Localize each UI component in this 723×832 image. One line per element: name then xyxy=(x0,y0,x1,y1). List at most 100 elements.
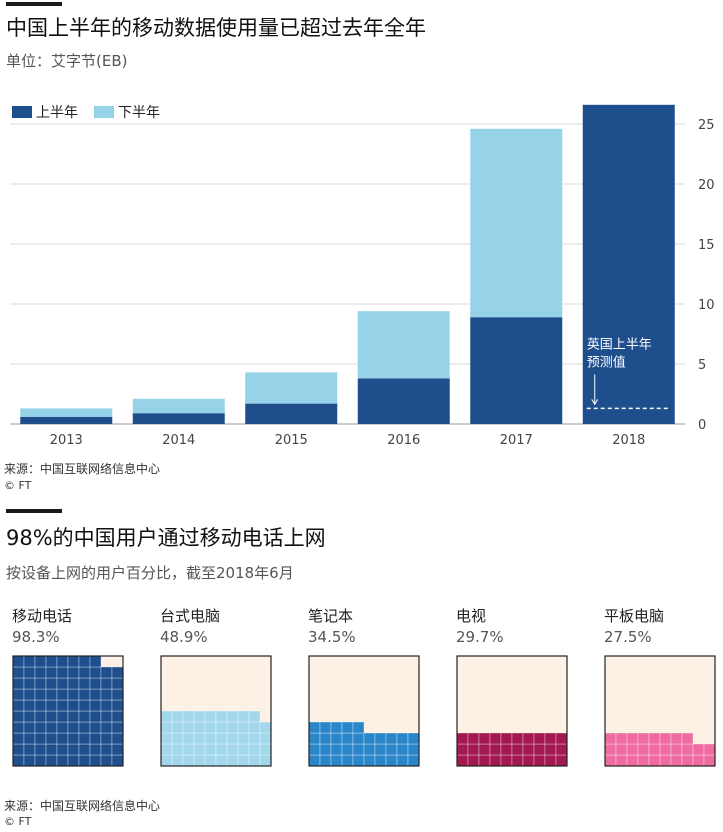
waffle-cell xyxy=(615,732,628,745)
waffle-cell xyxy=(308,754,321,767)
waffle-cell xyxy=(385,732,398,745)
waffle-border xyxy=(604,655,716,767)
x-tick-label: 2018 xyxy=(612,433,645,448)
waffle-item: 笔记本 34.5% xyxy=(308,605,448,767)
waffle-cell xyxy=(604,743,617,756)
waffle-cell xyxy=(45,666,58,679)
waffle-cell xyxy=(204,754,217,767)
waffle-cell xyxy=(67,721,80,734)
bar-second-half xyxy=(245,372,338,404)
waffle-cell xyxy=(56,721,69,734)
waffle-cell xyxy=(215,743,228,756)
waffle-cell xyxy=(319,721,332,734)
waffle-cell xyxy=(352,721,365,734)
waffle-cell xyxy=(248,754,261,767)
waffle-cell xyxy=(67,732,80,745)
waffle-cell xyxy=(34,677,47,690)
waffle-cell xyxy=(56,754,69,767)
waffle-grid xyxy=(12,655,124,767)
waffle-cell xyxy=(522,754,535,767)
waffle-cell xyxy=(12,688,25,701)
waffle-grid xyxy=(308,655,420,767)
waffle-cell xyxy=(182,721,195,734)
waffle-cell xyxy=(100,688,113,701)
waffle-cell xyxy=(34,710,47,723)
waffle-cell xyxy=(67,710,80,723)
waffle-cell xyxy=(111,677,124,690)
bar-first-half xyxy=(582,104,675,425)
bar-second-half xyxy=(132,398,225,414)
waffle-cell xyxy=(67,666,80,679)
waffle-cell xyxy=(67,655,80,668)
waffle-cell xyxy=(89,754,102,767)
waffle-cell xyxy=(637,754,650,767)
x-tick-label: 2016 xyxy=(387,433,420,448)
waffle-cell xyxy=(489,743,502,756)
waffle-cell xyxy=(352,754,365,767)
waffle-cell xyxy=(78,666,91,679)
waffle-cell xyxy=(555,732,568,745)
waffle-cell xyxy=(237,710,250,723)
waffle-cell xyxy=(544,743,557,756)
waffle-cell xyxy=(45,743,58,756)
waffle-cell xyxy=(670,732,683,745)
waffle-cell xyxy=(248,721,261,734)
y-tick-label: 15 xyxy=(698,238,715,253)
bar-first-half xyxy=(132,413,225,424)
waffle-cell xyxy=(78,699,91,712)
waffle-cell xyxy=(34,655,47,668)
waffle-cell xyxy=(23,721,36,734)
y-tick-label: 5 xyxy=(698,358,706,373)
waffle-cell xyxy=(193,732,206,745)
waffle-cell xyxy=(319,732,332,745)
waffle-cell xyxy=(511,743,524,756)
x-tick-label: 2017 xyxy=(500,433,533,448)
waffle-cell xyxy=(396,732,409,745)
waffle-cell xyxy=(659,743,672,756)
waffle-cell xyxy=(215,721,228,734)
y-tick-label: 25 xyxy=(698,118,715,133)
waffle-cell xyxy=(111,699,124,712)
waffle-cell xyxy=(100,666,113,679)
waffle-cell xyxy=(204,743,217,756)
waffle-cell xyxy=(100,721,113,734)
waffle-cell xyxy=(171,732,184,745)
waffle-cell xyxy=(604,732,617,745)
bar-first-half xyxy=(470,317,563,424)
bar-second-half xyxy=(357,311,450,379)
annotation-label: 英国上半年 xyxy=(587,337,652,352)
waffle-cell xyxy=(363,743,376,756)
waffle-cell xyxy=(78,743,91,756)
waffle-cell xyxy=(352,743,365,756)
waffle-cell xyxy=(89,699,102,712)
waffle-cell xyxy=(204,732,217,745)
waffle-cell xyxy=(23,699,36,712)
waffle-cell xyxy=(182,754,195,767)
waffle-cell xyxy=(522,732,535,745)
waffle-cell xyxy=(659,754,672,767)
waffle-cell xyxy=(692,754,705,767)
x-tick-label: 2013 xyxy=(50,433,83,448)
waffle-cell xyxy=(160,732,173,745)
waffle-cell xyxy=(648,743,661,756)
waffle-cell xyxy=(67,754,80,767)
waffle-cell xyxy=(237,721,250,734)
waffle-cell xyxy=(467,743,480,756)
legend-swatch-second-half xyxy=(94,106,114,118)
waffle-cell xyxy=(56,666,69,679)
waffle-cell xyxy=(259,743,272,756)
waffle-cell xyxy=(478,743,491,756)
waffle-cell xyxy=(111,743,124,756)
waffle-percent: 48.9% xyxy=(160,628,208,646)
waffle-cell xyxy=(56,699,69,712)
waffle-cell xyxy=(89,710,102,723)
waffle-cell xyxy=(374,754,387,767)
waffle-cell xyxy=(703,743,716,756)
waffle-cell xyxy=(626,754,639,767)
waffle-cell xyxy=(308,743,321,756)
waffle-cell xyxy=(407,754,420,767)
chart-credit: © FT xyxy=(4,479,32,492)
waffle-cell xyxy=(248,743,261,756)
waffle-cell xyxy=(34,721,47,734)
waffle-cell xyxy=(407,743,420,756)
